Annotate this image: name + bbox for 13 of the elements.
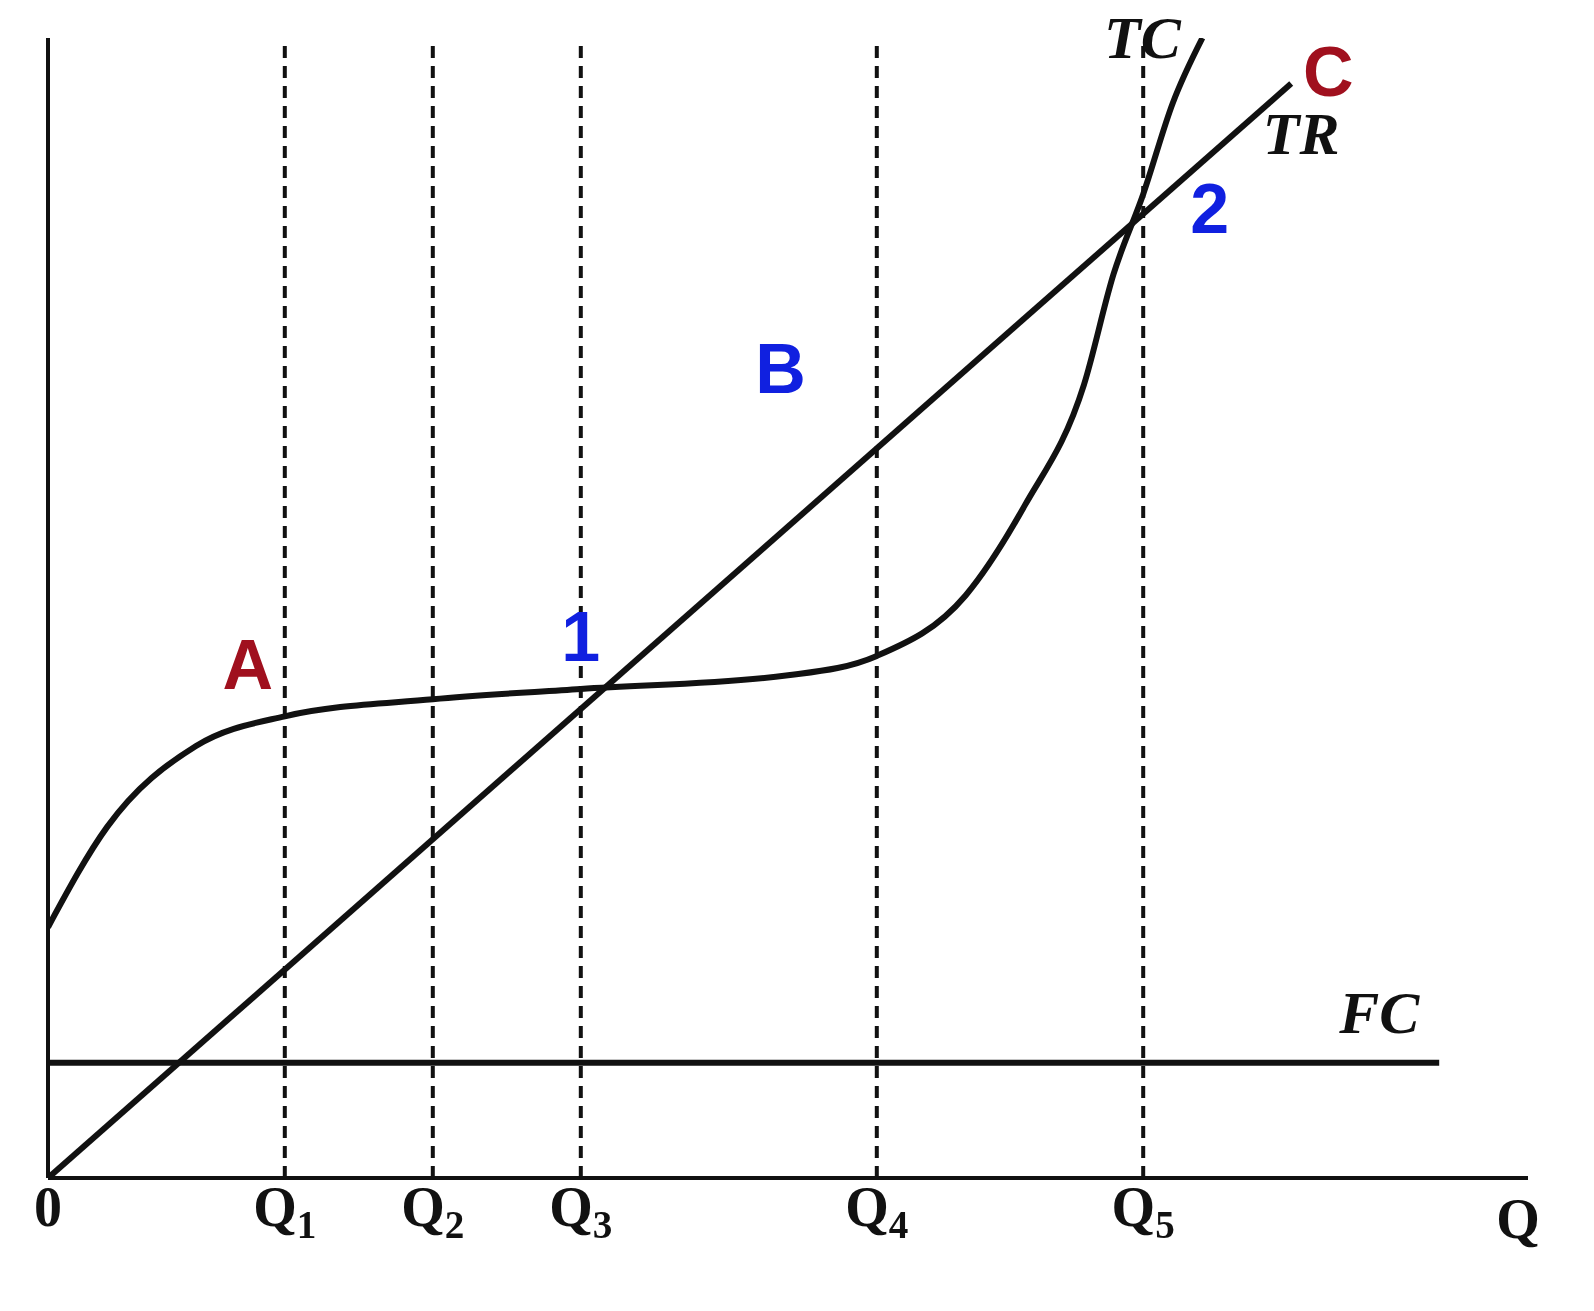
x-tick-label: Q$_{4}$ [845, 1176, 909, 1246]
x-tick-label: Q$_{2}$ [401, 1176, 465, 1246]
series-label: TC [1104, 5, 1182, 71]
annotation: B [755, 329, 806, 408]
x-axis-title: Q [1496, 1188, 1540, 1250]
x-tick-label: Q$_{3}$ [549, 1176, 613, 1246]
x-tick-label: 0 [34, 1176, 62, 1238]
annotation: A [222, 626, 274, 704]
annotation: 2 [1190, 170, 1230, 248]
x-tick-label: Q$_{5}$ [1111, 1176, 1175, 1246]
series-label: FC [1338, 979, 1421, 1046]
x-tick-label: Q$_{1}$ [253, 1176, 317, 1246]
annotation: 1 [561, 597, 601, 676]
